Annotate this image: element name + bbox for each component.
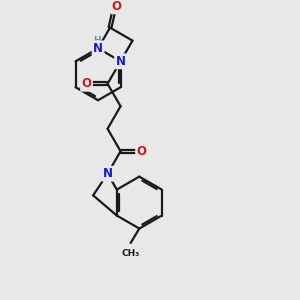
- Text: N: N: [93, 42, 103, 55]
- Text: N: N: [103, 167, 112, 180]
- Text: CH₃: CH₃: [122, 249, 140, 258]
- Text: H: H: [93, 36, 101, 45]
- Text: O: O: [112, 0, 122, 13]
- Text: O: O: [82, 77, 92, 90]
- Text: N: N: [116, 55, 126, 68]
- Text: O: O: [136, 145, 147, 158]
